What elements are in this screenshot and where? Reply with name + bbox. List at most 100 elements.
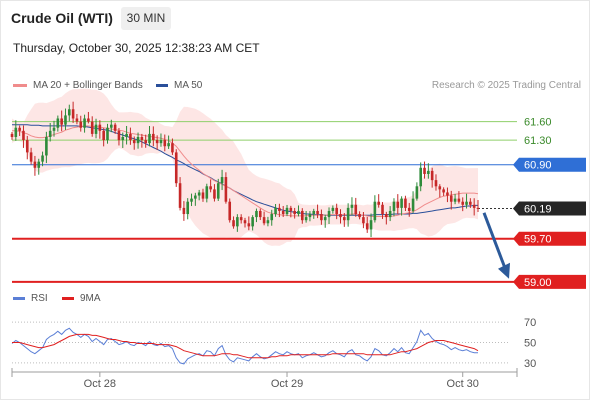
candle-body	[236, 217, 239, 227]
candle-body	[438, 186, 442, 190]
timeframe-badge[interactable]: 30 MIN	[121, 7, 171, 30]
rsi-line	[11, 327, 478, 365]
candle-body	[381, 204, 384, 215]
candle-body	[64, 115, 67, 125]
candle-body	[106, 127, 109, 141]
candle-body	[365, 223, 369, 230]
candle-body	[25, 140, 29, 153]
level-tag-60.90	[513, 157, 586, 172]
candle-body	[281, 210, 285, 215]
candle-body	[144, 140, 147, 144]
rsi-tick-50: 50	[524, 338, 536, 350]
candle-body	[121, 136, 125, 141]
candle-body	[404, 198, 407, 208]
candle-body	[411, 198, 415, 211]
candle-body	[343, 217, 346, 221]
level-label-59.70: 59.70	[524, 234, 552, 246]
candle-body	[446, 192, 449, 196]
candle-body	[94, 124, 98, 134]
candle-body	[289, 207, 293, 211]
candle-body	[159, 140, 163, 144]
candle-body	[247, 223, 251, 227]
candle-body	[129, 133, 132, 141]
candle-body	[266, 220, 270, 224]
candle-body	[354, 204, 358, 215]
candle-body	[385, 214, 388, 218]
candle-body	[41, 155, 44, 162]
candle-body	[293, 210, 296, 215]
candle-body	[419, 167, 423, 187]
candle-body	[327, 210, 331, 218]
candle-body	[152, 133, 155, 141]
level-label-59.00: 59.00	[524, 277, 552, 289]
candle-body	[117, 130, 121, 141]
bollinger-band	[12, 88, 478, 246]
legend-rsi: RSI	[13, 293, 48, 304]
candle-body	[316, 210, 319, 215]
candle-body	[228, 201, 232, 221]
candle-body	[163, 140, 167, 147]
candle-body	[190, 198, 193, 202]
candle-body	[312, 210, 316, 215]
candle-body	[140, 136, 144, 141]
candle-body	[205, 186, 209, 199]
candle-body	[102, 130, 105, 141]
candle-body	[476, 207, 480, 209]
forecast-arrow-shaft	[482, 212, 508, 272]
candle-body	[465, 201, 468, 205]
candle-body	[56, 118, 60, 128]
candle-body	[125, 133, 128, 137]
candle-body	[71, 109, 75, 119]
level-tag-60.19	[513, 201, 586, 216]
candle-body	[79, 121, 83, 128]
candle-body	[67, 109, 71, 116]
candle-body	[320, 214, 323, 221]
candle-body	[388, 210, 392, 218]
legend-ma50: MA 50	[156, 80, 202, 91]
9ma-swatch	[62, 297, 74, 300]
candle-body	[258, 210, 262, 218]
candle-body	[10, 133, 14, 137]
candle-body	[171, 143, 174, 153]
time-tick-label-1: Oct 29	[271, 378, 303, 390]
ma20-line	[12, 125, 479, 217]
legend-rsi-label: RSI	[31, 293, 48, 304]
candle-body	[75, 118, 79, 122]
candle-body	[136, 136, 140, 144]
level-tag-59.00	[513, 274, 586, 289]
time-tick-label-0: Oct 28	[84, 378, 116, 390]
candle-body	[423, 167, 426, 174]
candle-body	[232, 220, 235, 227]
time-tick-label-2: Oct 30	[447, 378, 479, 390]
candle-body	[472, 204, 476, 208]
candle-body	[392, 201, 396, 211]
candle-body	[377, 201, 380, 205]
candle-body	[461, 201, 465, 205]
candle-body	[262, 217, 266, 224]
level-label-60.90: 60.90	[524, 160, 552, 172]
candle-body	[194, 195, 197, 199]
candle-body	[37, 161, 41, 168]
candle-body	[358, 214, 361, 218]
candle-body	[110, 124, 113, 128]
candle-body	[14, 127, 18, 137]
candle-body	[132, 140, 136, 144]
legend-9ma: 9MA	[62, 293, 101, 304]
candle-body	[83, 118, 86, 128]
candle-body	[87, 118, 90, 122]
candle-body	[350, 204, 354, 208]
level-label-60.19: 60.19	[524, 203, 552, 215]
candle-body	[469, 201, 472, 205]
candle-body	[331, 207, 335, 211]
ma50-swatch	[156, 84, 168, 87]
candle-body	[339, 214, 342, 218]
candle-body	[415, 186, 419, 199]
candle-body	[449, 195, 453, 202]
candle-body	[182, 207, 186, 215]
candle-body	[209, 186, 212, 190]
candle-body	[255, 210, 258, 218]
candle-body	[197, 192, 201, 196]
candle-body	[33, 161, 37, 168]
candle-body	[201, 192, 205, 199]
